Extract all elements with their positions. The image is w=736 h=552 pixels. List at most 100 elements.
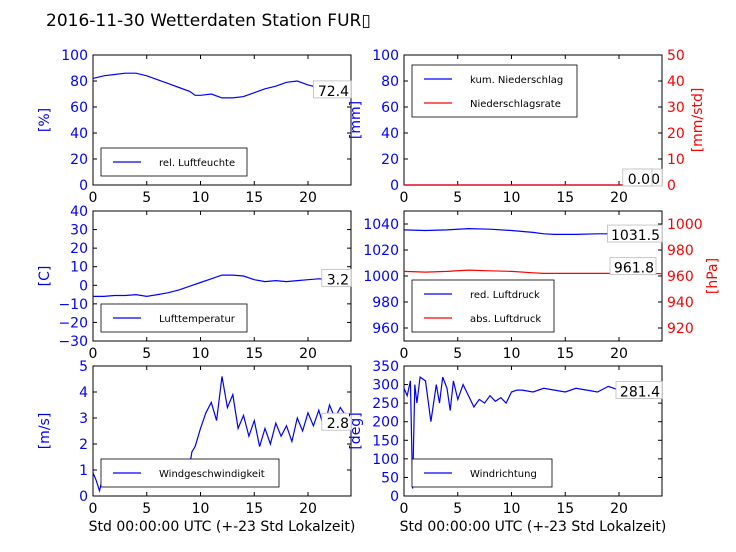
chart-panel-4: 0 5 10 15 20 960 980 1000 1020 1040 920 940 960 980 10… bbox=[363, 210, 721, 362]
y2-tick-label: 1000 bbox=[667, 217, 703, 233]
x-tick-label: 5 bbox=[453, 501, 462, 517]
y-tick-label: 0 bbox=[390, 178, 399, 194]
y2-tick-label: 0 bbox=[667, 178, 676, 194]
series-line bbox=[92, 72, 352, 99]
x-tick-label: 0 bbox=[400, 346, 409, 362]
y-tick-label: 60 bbox=[381, 100, 399, 116]
y-axis-label: [%] bbox=[37, 108, 53, 132]
chart-panel-2: 0 5 10 15 20 0 20 40 60 80 100 0 10 20 30 40 50 [mm] [mm/s… bbox=[348, 48, 706, 206]
legend: rel. Luftfeuchte bbox=[100, 147, 248, 177]
y2-tick-label: 940 bbox=[667, 295, 694, 311]
x-tick-label: 0 bbox=[89, 501, 98, 517]
y-tick-label: 3 bbox=[79, 411, 88, 427]
x-tick-label: 5 bbox=[453, 346, 462, 362]
chart-panel-1: 0 5 10 15 20 0 20 40 60 80 100 [%] 72.4 rel. Luftfeuc… bbox=[37, 48, 352, 206]
legend-label: kum. Niederschlag bbox=[470, 75, 563, 86]
y2-axis-label: [hPa] bbox=[705, 258, 721, 294]
x-tick-label: 20 bbox=[610, 346, 628, 362]
x-tick-label: 15 bbox=[556, 190, 574, 206]
y-tick-label: 1000 bbox=[363, 269, 399, 285]
last-value-label-box bbox=[622, 168, 653, 187]
y-tick-label: 80 bbox=[381, 74, 399, 90]
x-tick-label: 0 bbox=[89, 190, 98, 206]
y-tick-label: 40 bbox=[381, 126, 399, 142]
y2-tick-label: 40 bbox=[667, 74, 685, 90]
x-tick-label: 5 bbox=[142, 501, 151, 517]
legend-label: red. Luftdruck bbox=[470, 290, 540, 301]
x-tick-label: 10 bbox=[503, 501, 521, 517]
legend: Windgeschwindigkeit bbox=[100, 458, 280, 488]
y2-tick-label: 20 bbox=[667, 126, 685, 142]
legend-label: Niederschlagsrate bbox=[470, 99, 561, 110]
legend: Lufttemperatur bbox=[100, 303, 248, 333]
y2-tick-label: 920 bbox=[667, 321, 694, 337]
series-line bbox=[403, 376, 663, 489]
y2-tick-label: 960 bbox=[667, 269, 694, 285]
y2-tick-label: 10 bbox=[667, 152, 685, 168]
x-tick-label: 5 bbox=[142, 190, 151, 206]
y-tick-label: −10 bbox=[58, 297, 88, 313]
figure-title: 2016-11-30 Wetterdaten Station FUR▯ bbox=[46, 11, 371, 31]
y-axis-label: [deg] bbox=[348, 412, 364, 449]
last-value-label-box bbox=[312, 80, 352, 99]
legend-label: rel. Luftfeuchte bbox=[159, 158, 235, 169]
legend-label: abs. Luftdruck bbox=[470, 314, 541, 325]
y-axis-label: [m/s] bbox=[37, 413, 53, 450]
y-axis-label: [mm] bbox=[348, 101, 364, 139]
y-tick-label: 1040 bbox=[363, 217, 399, 233]
y-tick-label: 0 bbox=[79, 489, 88, 505]
x-tick-label: 20 bbox=[299, 501, 317, 517]
x-tick-label: 0 bbox=[400, 501, 409, 517]
last-value-label-box bbox=[607, 224, 663, 243]
last-value-label-2: 961.8 bbox=[614, 261, 654, 277]
y2-axis-label: [mm/std] bbox=[690, 88, 706, 153]
x-tick-label: 5 bbox=[142, 346, 151, 362]
x-tick-label: 20 bbox=[610, 501, 628, 517]
y-tick-label: 100 bbox=[372, 452, 399, 468]
y-tick-label: 100 bbox=[61, 48, 88, 64]
y2-tick-label: 980 bbox=[667, 243, 694, 259]
last-value-label-box bbox=[321, 268, 352, 287]
y-tick-label: 40 bbox=[70, 204, 88, 220]
y2-tick-label: 50 bbox=[667, 48, 685, 64]
x-tick-label: 15 bbox=[245, 346, 263, 362]
legend-label: Windrichtung bbox=[470, 469, 537, 480]
y-tick-label: 4 bbox=[79, 385, 88, 401]
y-tick-label: 40 bbox=[70, 126, 88, 142]
x-tick-label: 20 bbox=[299, 190, 317, 206]
y-tick-label: 0 bbox=[79, 178, 88, 194]
y-tick-label: −30 bbox=[58, 334, 88, 350]
x-axis-label-right: Std 00:00:00 UTC (+-23 Std Lokalzeit) bbox=[400, 519, 667, 535]
x-tick-label: 5 bbox=[453, 190, 462, 206]
x-tick-label: 10 bbox=[503, 190, 521, 206]
x-tick-label: 15 bbox=[556, 346, 574, 362]
legend-frame bbox=[100, 458, 280, 488]
chart-panel-6: 0 5 10 15 20050100150200250300350[deg]281.4W… bbox=[348, 359, 663, 517]
y-tick-label: 200 bbox=[372, 415, 399, 431]
y-tick-label: 350 bbox=[372, 359, 399, 375]
x-tick-label: 0 bbox=[400, 190, 409, 206]
legend-frame bbox=[411, 64, 578, 118]
y-tick-label: 150 bbox=[372, 433, 399, 449]
last-value-label: 281.4 bbox=[620, 384, 660, 400]
y-tick-label: 20 bbox=[70, 152, 88, 168]
y-tick-label: 0 bbox=[390, 489, 399, 505]
x-tick-label: 20 bbox=[610, 190, 628, 206]
y-tick-label: 20 bbox=[381, 152, 399, 168]
x-tick-label: 10 bbox=[192, 346, 210, 362]
y-tick-label: 1 bbox=[79, 463, 88, 479]
x-tick-label: 10 bbox=[192, 501, 210, 517]
last-value-label: 72.4 bbox=[318, 84, 349, 100]
y-tick-label: 60 bbox=[70, 100, 88, 116]
y-axis-label: [C] bbox=[37, 266, 53, 287]
legend-label: Lufttemperatur bbox=[159, 314, 236, 325]
y-tick-label: 30 bbox=[70, 223, 88, 239]
x-tick-label: 15 bbox=[245, 501, 263, 517]
x-tick-label: 10 bbox=[192, 190, 210, 206]
y-tick-label: 300 bbox=[372, 378, 399, 394]
legend-label: Windgeschwindigkeit bbox=[159, 469, 265, 480]
y-tick-label: −20 bbox=[58, 315, 88, 331]
last-value-label-2-box bbox=[609, 257, 657, 276]
x-axis-label-left: Std 00:00:00 UTC (+-23 Std Lokalzeit) bbox=[89, 519, 356, 535]
